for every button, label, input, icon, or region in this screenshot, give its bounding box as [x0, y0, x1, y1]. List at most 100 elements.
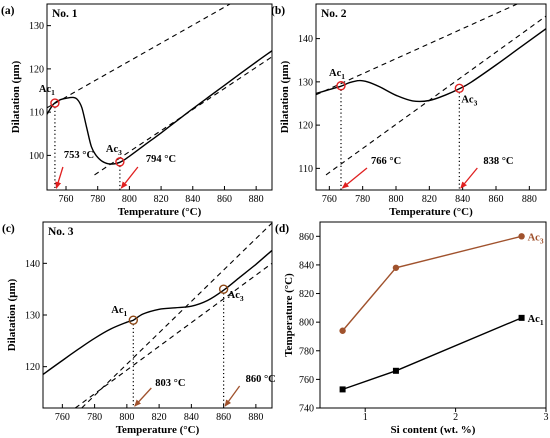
temperature-value-label: 860 °C	[246, 374, 276, 385]
x-tick-label: 760	[322, 194, 337, 205]
y-tick-label: 780	[299, 346, 314, 357]
x-tick-label: 800	[122, 194, 137, 205]
plot-area	[47, 4, 272, 176]
plot-area	[342, 235, 522, 391]
y-tick-label: 760	[299, 375, 314, 386]
x-tick-label: 800	[389, 194, 404, 205]
x-tick-label: 840	[184, 412, 199, 423]
y-tick-label: 130	[25, 311, 40, 322]
transition-point-marker	[115, 157, 125, 167]
x-tick-label: 860	[217, 194, 232, 205]
x-tick-label: 760	[55, 412, 70, 423]
panel-label: (d)	[275, 223, 289, 235]
tangent-line	[316, 4, 519, 96]
data-point	[339, 386, 346, 393]
x-tick-label: 820	[154, 194, 169, 205]
plot-frame	[315, 3, 547, 191]
series-label: Ac3	[528, 232, 544, 245]
x-axis-label: Temperature (°C)	[116, 424, 200, 436]
transition-point-marker	[454, 83, 465, 94]
x-tick-label: 820	[152, 412, 167, 423]
y-tick-label: 110	[29, 108, 44, 119]
panel-title: No. 1	[52, 8, 78, 20]
y-axis-label: Dilatation (μm)	[279, 60, 291, 133]
transition-point-label: Ac3	[228, 290, 244, 303]
dilatation-curve	[43, 249, 272, 375]
y-axis-label: Dilatation (μm)	[10, 60, 22, 133]
transition-point-label: Ac1	[39, 84, 55, 97]
chart-panel-4: 1 2 3 740 760 780 800 820 840 860 Si content (wt. …	[275, 221, 549, 436]
panel-label: (a)	[1, 5, 15, 17]
x-tick-label: 880	[522, 194, 537, 205]
panel-title: No. 3	[48, 226, 74, 238]
y-tick-label: 110	[298, 164, 313, 175]
temperature-arrow	[341, 167, 368, 189]
chart-panel-1: 760 780 800 820 840 860 880 100 110 120 130 Tempera…	[1, 3, 273, 218]
x-tick-label: 780	[90, 194, 105, 205]
temperature-value-label: 766 °C	[371, 156, 401, 167]
x-tick-label: 760	[59, 194, 74, 205]
temperature-value-label: 803 °C	[155, 378, 185, 389]
data-point	[392, 367, 399, 374]
x-tick-label: 800	[119, 412, 134, 423]
data-point	[392, 264, 400, 271]
y-tick-label: 140	[298, 34, 313, 45]
x-tick-label: 840	[455, 194, 470, 205]
series-line-ac1	[342, 317, 522, 391]
y-tick-label: 840	[299, 260, 314, 271]
dilatation-curve	[47, 50, 272, 165]
y-axis-label: Dilatation (μm)	[6, 278, 18, 351]
temperature-arrow	[120, 166, 139, 189]
x-axis-label: Si content (wt. %)	[391, 424, 476, 436]
temperature-value-label: 753 °C	[64, 150, 94, 161]
x-tick-label: 3	[544, 412, 549, 423]
x-tick-label: 880	[249, 194, 264, 205]
data-point	[339, 327, 346, 334]
y-tick-label: 860	[299, 232, 314, 243]
plot-frame	[46, 3, 273, 191]
series-label: Ac1	[528, 314, 544, 327]
y-tick-label: 800	[299, 318, 314, 329]
y-tick-label: 120	[29, 64, 44, 75]
x-tick-label: 840	[185, 194, 200, 205]
x-tick-label: 2	[453, 412, 458, 423]
dilatation-curve	[316, 28, 546, 103]
chart-panel-2: 760 780 800 820 840 860 880 110 120 130 140 Tempera…	[271, 3, 547, 218]
temperature-arrow	[460, 167, 478, 189]
x-tick-label: 780	[87, 412, 102, 423]
x-tick-label: 880	[248, 412, 263, 423]
x-tick-label: 860	[216, 412, 231, 423]
panel-label: (b)	[271, 5, 285, 17]
temperature-value-label: 794 °C	[146, 154, 176, 165]
y-tick-label: 740	[299, 404, 314, 415]
plot-frame	[319, 221, 547, 409]
x-tick-label: 1	[363, 412, 368, 423]
plot-area	[43, 222, 272, 408]
x-tick-label: 820	[422, 194, 437, 205]
transition-point-marker	[50, 98, 60, 108]
temperature-arrow	[224, 385, 241, 407]
x-tick-label: 780	[355, 194, 370, 205]
temperature-arrow	[134, 387, 152, 407]
transition-point-marker	[128, 315, 139, 325]
data-point	[518, 314, 525, 321]
y-tick-label: 120	[25, 362, 40, 373]
x-tick-label: 860	[489, 194, 504, 205]
transition-point-label: Ac1	[329, 68, 345, 81]
panel-title: No. 2	[321, 8, 347, 20]
transition-point-marker	[218, 284, 229, 294]
tangent-line	[47, 4, 232, 109]
data-point	[518, 233, 525, 240]
y-axis-label: Temperature (°C)	[283, 273, 295, 357]
panel-label: (c)	[2, 223, 15, 235]
y-tick-label: 140	[25, 259, 40, 270]
temperature-arrow	[55, 166, 64, 189]
y-tick-label: 130	[29, 21, 44, 32]
chart-panel-3: 760 780 800 820 840 860 880 120 130 140 Temperatur…	[2, 221, 276, 436]
transition-point-marker	[336, 81, 346, 91]
y-tick-label: 120	[298, 121, 313, 132]
transition-point-label: Ac3	[461, 94, 477, 107]
temperature-value-label: 838 °C	[483, 156, 513, 167]
x-axis-label: Temperature (°C)	[118, 206, 202, 218]
